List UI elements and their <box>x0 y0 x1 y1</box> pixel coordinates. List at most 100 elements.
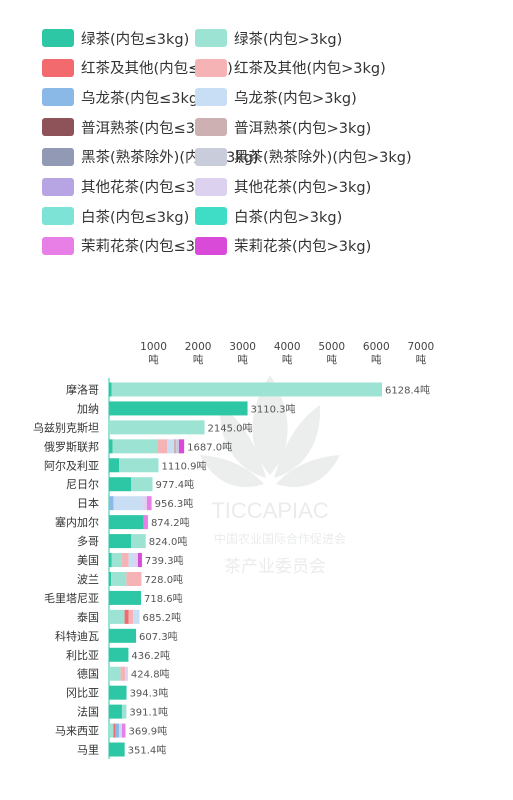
legend-label: 茉莉花茶(内包>3kg) <box>234 239 372 256</box>
bar-segment <box>109 534 132 549</box>
bar-segment <box>119 458 159 473</box>
watermark-svg: TICCAPIAC 中国农业国际合作促进会 茶产业委员会 <box>200 375 346 577</box>
bar-value-label: 3110.3吨 <box>251 402 296 415</box>
legend-item: 乌龙茶(内包>3kg) <box>195 87 357 107</box>
legend-label: 普洱熟茶(内包≤3kg) <box>81 120 219 137</box>
bar-segment <box>142 496 147 511</box>
x-tick-label: 5000 <box>318 341 345 353</box>
bar-segment <box>109 647 129 662</box>
bar-segment <box>109 590 142 605</box>
bar-value-label: 956.3吨 <box>155 497 194 510</box>
y-category-label: 德国 <box>77 667 99 681</box>
legend-item: 其他花茶(内包>3kg) <box>195 177 371 197</box>
watermark-text: TICCAPIAC <box>211 498 328 523</box>
bar-segment <box>119 723 122 738</box>
legend-swatch <box>195 88 227 107</box>
y-category-label: 加纳 <box>77 402 99 415</box>
y-category-label: 毛里塔尼亚 <box>44 592 99 605</box>
bar-value-label: 728.0吨 <box>144 573 183 586</box>
bar-segment <box>109 628 137 643</box>
bar-segment <box>133 553 138 568</box>
bar-segment <box>109 609 125 624</box>
y-category-label: 美国 <box>77 554 99 567</box>
watermark-logo: TICCAPIAC 中国农业国际合作促进会 茶产业委员会 <box>160 360 380 600</box>
legend-label: 乌龙茶(内包>3kg) <box>234 90 357 107</box>
legend-item: 乌龙茶(内包≤3kg) <box>42 87 204 107</box>
bar-segment <box>111 382 383 397</box>
watermark-subtitle2: 茶产业委员会 <box>224 557 326 577</box>
bar-value-label: 718.6吨 <box>144 592 183 605</box>
legend-item: 黑茶(熟茶除外)(内包>3kg) <box>195 147 412 167</box>
y-category-label: 波兰 <box>77 573 99 586</box>
y-category-label: 俄罗斯联邦 <box>44 440 99 453</box>
x-tick-unit: 吨 <box>416 353 427 366</box>
bar-value-label: 739.3吨 <box>145 554 184 567</box>
bar-value-label: 1687.0吨 <box>187 440 232 453</box>
x-tick-label: 4000 <box>274 341 301 353</box>
x-tick-unit: 吨 <box>326 353 337 366</box>
x-tick-unit: 吨 <box>282 353 293 366</box>
bar-segment <box>178 439 185 454</box>
x-tick-unit: 吨 <box>193 353 204 366</box>
legend-item: 其他花茶(内包≤3kg) <box>42 177 218 197</box>
legend-label: 黑茶(熟茶除外)(内包>3kg) <box>234 150 412 167</box>
bar-value-label: 391.1吨 <box>129 706 168 719</box>
bar-segment <box>109 723 114 738</box>
bar-segment <box>109 571 112 586</box>
bar-value-label: 685.2吨 <box>143 611 182 624</box>
legend-label: 白茶(内包>3kg) <box>234 209 343 226</box>
bar-segment <box>109 401 248 416</box>
bar-segment <box>109 515 144 530</box>
x-tick-label: 1000 <box>140 341 167 353</box>
bar-segment <box>120 666 126 681</box>
bar-value-label: 874.2吨 <box>151 516 190 529</box>
legend-swatch <box>195 147 227 166</box>
y-category-label: 科特迪瓦 <box>55 629 99 643</box>
bar-segment <box>121 704 127 719</box>
bar-segment <box>109 742 125 757</box>
y-category-label: 法国 <box>77 705 99 719</box>
legend-swatch <box>195 236 227 255</box>
y-category-label: 摩洛哥 <box>66 382 99 396</box>
bar-segment <box>124 609 129 624</box>
y-category-label: 尼日尔 <box>66 478 99 491</box>
bar-value-label: 6128.4吨 <box>385 383 430 396</box>
bar-segment <box>176 439 179 454</box>
legend-swatch <box>42 29 74 47</box>
bar-segment <box>157 439 168 454</box>
y-category-label: 乌兹别克斯坦 <box>33 420 99 434</box>
legend-item: 普洱熟茶(内包>3kg) <box>195 117 371 137</box>
chart-legend: 绿茶(内包≤3kg) 绿茶(内包>3kg) 红茶及其他(内包≤3kg) 红茶及其他(内… <box>0 0 513 270</box>
bar-segment <box>125 666 128 681</box>
legend-item: 绿茶(内包>3kg) <box>195 28 342 48</box>
bar-segment <box>115 723 120 738</box>
y-category-label: 日本 <box>77 496 99 510</box>
bar-segment <box>131 477 153 492</box>
legend-swatch <box>195 29 227 47</box>
legend-label: 其他花茶(内包>3kg) <box>234 180 372 196</box>
bar-segment <box>109 704 122 719</box>
legend-swatch <box>195 118 227 137</box>
bar-segment <box>146 496 152 511</box>
bar-segment <box>109 420 205 435</box>
bar-value-label: 824.0吨 <box>149 535 188 548</box>
bar-segment <box>113 723 116 738</box>
bar-segment <box>131 534 146 549</box>
y-category-label: 马里 <box>77 744 99 757</box>
legend-swatch <box>195 177 227 196</box>
legend-swatch <box>42 147 74 166</box>
bar-segment <box>167 439 175 454</box>
y-category-label: 马来西亚 <box>55 725 99 738</box>
bar-segment <box>112 439 158 454</box>
bar-segment <box>137 553 142 568</box>
bar-segment <box>111 571 127 586</box>
bar-segment <box>121 553 129 568</box>
legend-swatch <box>195 207 227 226</box>
bar-segment <box>174 439 177 454</box>
legend-swatch <box>42 177 74 196</box>
bar-segment <box>126 571 142 586</box>
legend-label: 红茶及其他(内包≤3kg) <box>81 61 233 78</box>
bar-segment <box>109 382 112 397</box>
bar-segment <box>109 477 132 492</box>
y-category-label: 塞内加尔 <box>55 515 99 529</box>
